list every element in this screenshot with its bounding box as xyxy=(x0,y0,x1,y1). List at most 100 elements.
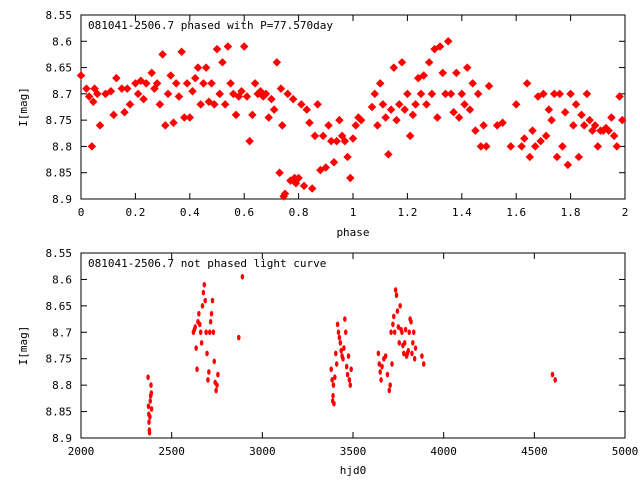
data-point xyxy=(207,329,212,336)
data-point xyxy=(310,131,320,141)
data-point xyxy=(400,105,409,114)
data-point xyxy=(207,79,216,88)
data-point xyxy=(332,136,341,146)
data-point xyxy=(212,358,217,365)
data-point xyxy=(476,142,486,151)
data-point xyxy=(321,163,331,172)
data-point xyxy=(148,413,152,420)
data-point xyxy=(378,100,388,109)
data-point xyxy=(331,392,335,399)
x-tick-label: 2500 xyxy=(158,445,185,458)
data-point xyxy=(218,58,227,67)
data-point xyxy=(468,79,477,88)
data-point xyxy=(528,126,537,135)
data-point xyxy=(427,89,437,99)
x-tick-label: 0.2 xyxy=(125,206,145,219)
data-point xyxy=(384,150,393,159)
data-point xyxy=(149,382,153,389)
data-point xyxy=(351,121,360,130)
x-tick-label: 4500 xyxy=(521,445,548,458)
data-point xyxy=(416,89,426,99)
data-point xyxy=(329,366,333,373)
data-point xyxy=(195,366,199,373)
data-point xyxy=(593,142,603,151)
data-point xyxy=(385,371,390,378)
data-point xyxy=(190,73,200,83)
data-point xyxy=(182,79,192,88)
data-point xyxy=(95,121,105,130)
data-point xyxy=(333,374,337,381)
data-point xyxy=(106,86,116,96)
data-point xyxy=(349,366,353,373)
data-point xyxy=(237,86,246,96)
data-point xyxy=(405,131,415,141)
data-point xyxy=(197,310,201,317)
data-point xyxy=(482,142,491,151)
data-point xyxy=(484,81,494,91)
data-point xyxy=(329,157,339,167)
data-point xyxy=(383,353,388,359)
y-tick-label: 8.75 xyxy=(46,353,73,366)
unphased-panel: 2000 2500 3000 3500 4000 4500 5000 8.55 8.6 8.65 8… xyxy=(17,247,638,477)
data-point xyxy=(498,118,507,128)
data-point xyxy=(582,89,592,99)
data-point xyxy=(237,334,241,341)
data-point xyxy=(343,316,347,322)
data-point xyxy=(199,79,208,88)
data-point xyxy=(522,79,532,88)
y-tick-label: 8.9 xyxy=(52,432,72,445)
data-point xyxy=(142,79,151,88)
data-point xyxy=(346,173,355,183)
data-point xyxy=(210,100,219,109)
data-point xyxy=(202,281,207,288)
plot-frame xyxy=(80,14,626,200)
data-point xyxy=(305,118,314,128)
data-point xyxy=(248,110,257,120)
data-point xyxy=(196,100,205,109)
data-point xyxy=(163,89,173,99)
data-point xyxy=(408,110,418,120)
data-point xyxy=(87,142,97,151)
x-tick-label: 0 xyxy=(78,206,85,219)
data-point xyxy=(397,58,407,67)
data-point xyxy=(82,84,91,93)
data-point xyxy=(409,318,413,325)
data-point xyxy=(370,89,380,99)
data-point xyxy=(413,345,418,352)
data-point xyxy=(388,382,392,389)
data-point xyxy=(231,110,241,120)
data-point xyxy=(336,329,341,336)
data-point xyxy=(313,100,322,109)
data-point xyxy=(294,173,303,183)
data-point xyxy=(93,89,102,99)
data-point xyxy=(242,92,252,101)
x-axis-label: phase xyxy=(336,226,369,239)
data-point xyxy=(403,326,408,333)
data-point xyxy=(506,142,516,151)
data-point xyxy=(343,329,348,336)
y-axis-label: I[mag] xyxy=(17,326,30,366)
data-point xyxy=(240,273,245,280)
data-point xyxy=(433,113,442,122)
data-point xyxy=(403,89,412,99)
data-point xyxy=(297,100,306,109)
data-point xyxy=(223,42,233,51)
data-point xyxy=(120,108,129,117)
data-point xyxy=(457,89,467,99)
data-point xyxy=(212,44,222,54)
data-point xyxy=(193,324,198,330)
data-point xyxy=(203,297,207,304)
data-point xyxy=(348,382,353,389)
data-point xyxy=(378,369,382,375)
data-point xyxy=(550,371,555,378)
data-point xyxy=(407,329,411,336)
data-point xyxy=(155,100,165,109)
data-point xyxy=(389,63,399,72)
data-point xyxy=(441,89,450,99)
data-point xyxy=(609,131,619,141)
data-point xyxy=(377,361,382,367)
data-point xyxy=(435,42,445,51)
data-point xyxy=(446,89,456,99)
data-point xyxy=(326,136,336,146)
